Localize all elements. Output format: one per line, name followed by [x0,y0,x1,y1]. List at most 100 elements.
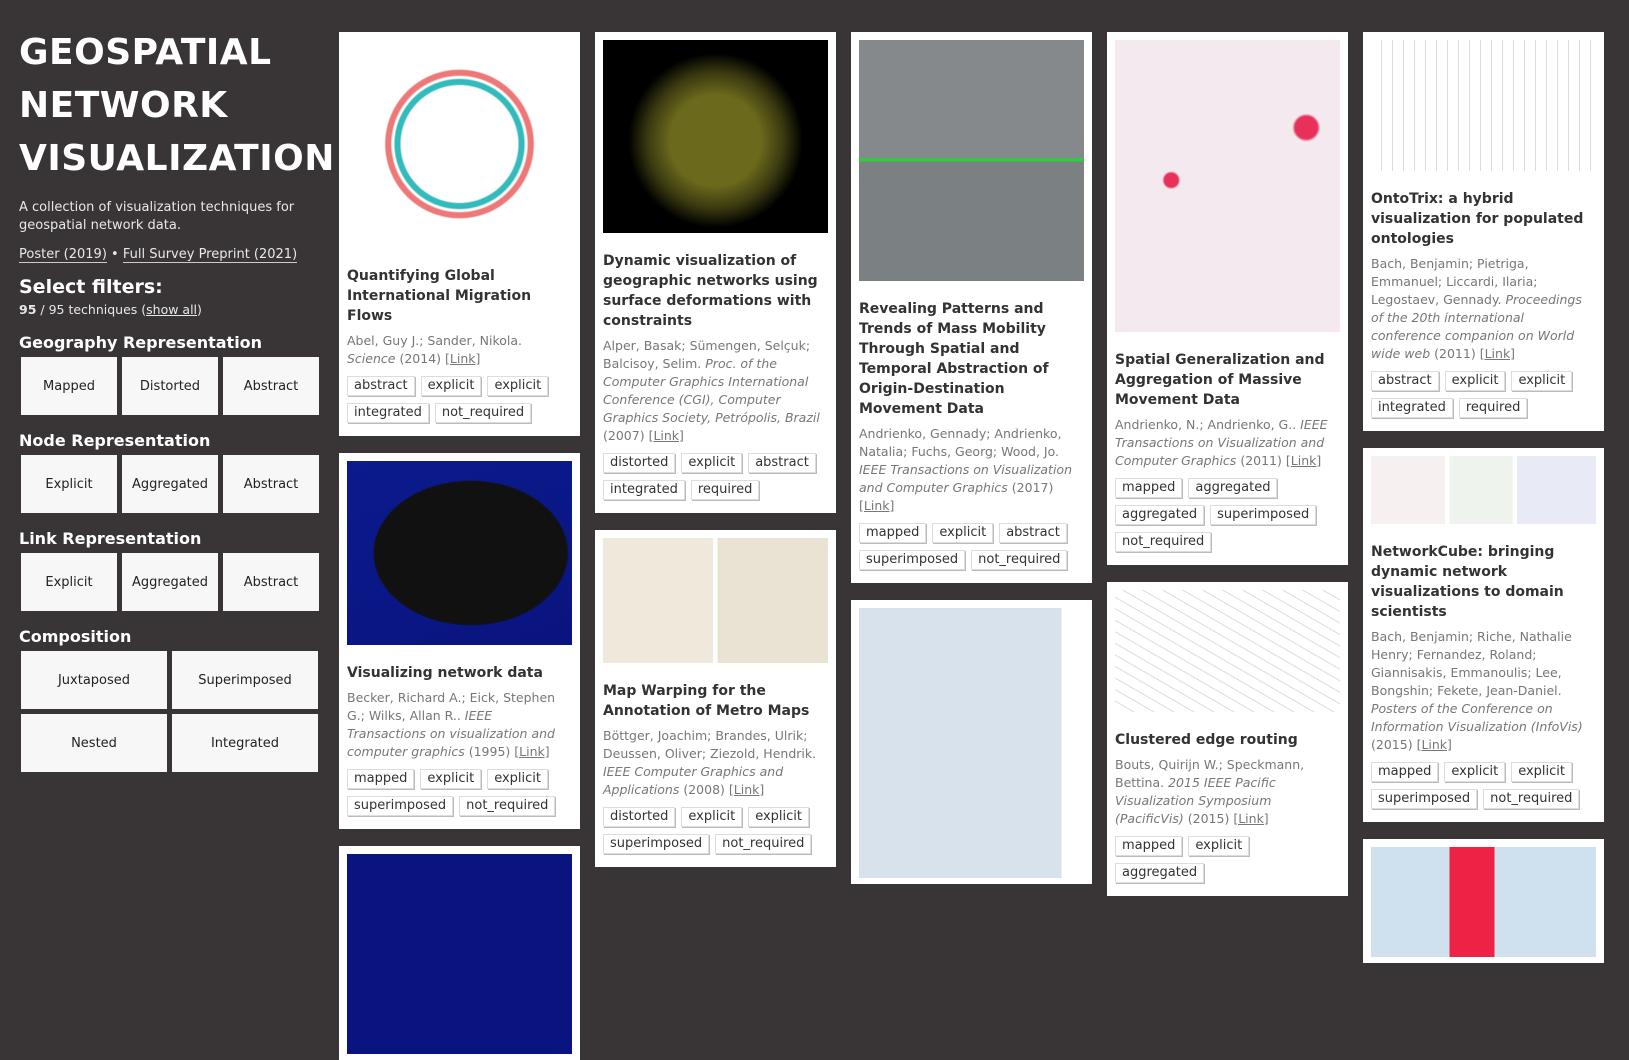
venue: 2015 IEEE Pacific Visualization Symposiu… [1115,775,1276,826]
thumbnail[interactable] [1115,590,1340,712]
tag: explicit [1188,836,1250,856]
tag: explicit [748,807,809,827]
tag: abstract [748,453,816,473]
thumbnail[interactable] [347,854,572,1054]
authors: Abel, Guy J.; Sander, Nikola. [347,333,523,348]
tag: explicit [681,807,743,827]
count-text: / 95 techniques ( [36,302,147,317]
card-title: Spatial Generalization and Aggregation o… [1115,352,1325,408]
tag: not_required [715,834,812,854]
paper-link[interactable]: [Link] [514,744,550,759]
thumbnail[interactable] [859,40,1084,281]
tag: not_required [459,796,556,816]
paper-link[interactable]: [Link] [728,782,765,797]
filter-button[interactable]: Abstract [223,455,319,513]
card [851,600,1092,884]
tag: distorted [603,807,676,827]
paper-link[interactable]: [Link] [648,428,684,443]
venue: Science [347,351,396,366]
year: (2014) [399,351,442,366]
card-title: Clustered edge routing [1115,732,1298,748]
thumbnail[interactable] [859,608,1084,878]
paper-link[interactable]: [Link] [1285,453,1322,468]
tag: superimposed [1210,505,1317,525]
tag: superimposed [1371,789,1478,809]
year: (2011) [1434,346,1476,361]
card-title: Map Warping for the Annotation of Metro … [603,683,810,719]
card-title: Revealing Patterns and Trends of Mass Mo… [859,301,1049,417]
filter-button[interactable]: Explicit [21,455,117,513]
card [339,846,580,1060]
filter-button[interactable]: Explicit [21,553,117,611]
tag: required [690,480,760,500]
tag: explicit [1511,762,1572,782]
page: GEOSPATIAL NETWORK VISUALIZATION A colle… [19,32,1604,1060]
thumbnail[interactable] [1371,40,1596,171]
description: A collection of visualization techniques… [19,200,295,233]
tag: integrated [347,403,429,423]
card-title: OntoTrix: a hybrid visualization for pop… [1371,191,1584,247]
tag: abstract [1371,371,1439,391]
citation: Abel, Guy J.; Sander, Nikola. Science (2… [347,332,572,368]
thumbnail[interactable] [603,538,828,663]
count-end: ) [197,302,202,317]
tags: mapped explicit explicit superimposed not_re… [1371,762,1596,816]
title-line: NETWORK [19,85,228,126]
filter-options: Explicit Aggregated Abstract [21,553,319,611]
tag: mapped [347,769,415,789]
venue: IEEE Computer Graphics and Applications [603,764,784,797]
tag: superimposed [603,834,710,854]
count: 95 / 95 techniques (show all) [19,302,319,317]
filter-button[interactable]: Integrated [172,714,318,772]
filter-button[interactable]: Nested [21,714,167,772]
filter-button[interactable]: Aggregated [122,455,218,513]
tag: abstract [999,523,1067,543]
tags: abstract explicit explicit integrated not_re… [347,376,572,430]
tag: mapped [859,523,927,543]
tag: not_required [434,403,532,423]
filter-groups: Geography Representation Mapped Distorted A… [19,333,319,772]
links: Poster (2019) • Full Survey Preprint (20… [19,247,319,263]
poster-link[interactable]: Poster (2019) [19,247,107,263]
filter-button[interactable]: Aggregated [122,553,218,611]
thumbnail[interactable] [603,40,828,233]
preprint-link[interactable]: Full Survey Preprint (2021) [122,247,298,263]
authors: Bouts, Quirijn W.; Speckmann, Bettina. [1115,757,1305,790]
paper-link[interactable]: [Link] [1416,737,1452,752]
filter-button[interactable]: Mapped [21,357,117,415]
citation: Andrienko, Gennady; Andrienko, Natalia; … [859,425,1084,515]
thumbnail[interactable] [1371,847,1596,957]
card: Quantifying Global International Migrati… [339,32,580,436]
card-title: NetworkCube: bringing dynamic network vi… [1371,544,1564,620]
column: OntoTrix: a hybrid visualization for pop… [1363,32,1604,963]
tag: not_required [1115,532,1212,552]
thumbnail[interactable] [1115,40,1340,332]
thumbnail[interactable] [347,461,572,645]
filter-button[interactable]: Superimposed [172,651,318,709]
authors: Alper, Basak; Sümengen, Selçuk; Balcisoy… [603,338,811,371]
authors: Bach, Benjamin; Pietriga, Emmanuel; Licc… [1371,256,1538,307]
year: (1995) [468,744,511,759]
tag: integrated [1371,398,1453,418]
tag: mapped [1371,762,1439,782]
filter-button[interactable]: Juxtaposed [21,651,167,709]
filter-button[interactable]: Abstract [223,553,319,611]
filter-options: Mapped Distorted Abstract [21,357,319,415]
filter-button[interactable]: Abstract [223,357,319,415]
tag: explicit [932,523,994,543]
column: Spatial Generalization and Aggregation o… [1107,32,1348,896]
paper-link[interactable]: [Link] [445,351,481,366]
show-all[interactable]: show all [146,302,198,317]
card: Spatial Generalization and Aggregation o… [1107,32,1348,565]
title-line: GEOSPATIAL [19,32,272,73]
paper-link[interactable]: [Link] [1479,346,1516,361]
paper-link[interactable]: [Link] [859,498,895,513]
column: Revealing Patterns and Trends of Mass Mo… [851,32,1092,884]
filter-button[interactable]: Distorted [122,357,218,415]
authors: Andrienko, Gennady; Andrienko, Natalia; … [859,426,1062,459]
thumbnail[interactable] [1371,456,1596,524]
thumbnail[interactable] [347,40,572,248]
paper-link[interactable]: [Link] [1233,811,1269,826]
year: (2017) [1011,480,1054,495]
card [1363,839,1604,963]
